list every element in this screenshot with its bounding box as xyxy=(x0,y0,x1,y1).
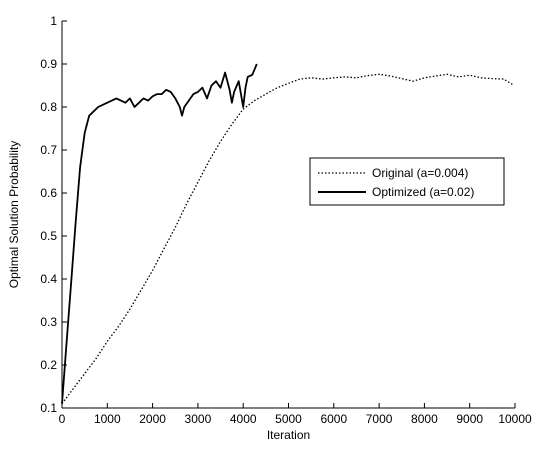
legend: Original (a=0.004) Optimized (a=0.02) xyxy=(309,157,505,206)
x-tick-label: 1000 xyxy=(94,412,121,426)
x-tick-label: 8000 xyxy=(411,412,438,426)
plot-area xyxy=(61,21,515,409)
y-axis-ticks: 0.1 0.2 0.3 0.4 0.5 0.6 0.7 0.8 0.9 1 xyxy=(40,14,67,415)
y-tick-label: 0.8 xyxy=(40,100,57,114)
y-axis-title: Optimal Solution Probability xyxy=(7,141,21,288)
y-tick-label: 0.2 xyxy=(40,358,57,372)
y-tick-label: 0.7 xyxy=(40,143,57,157)
y-tick-label: 0.4 xyxy=(40,272,57,286)
series-line-original xyxy=(61,73,514,405)
y-tick-label: 1 xyxy=(50,14,57,28)
series-line-optimized xyxy=(61,63,258,404)
legend-box xyxy=(309,157,505,206)
legend-label-original: Original (a=0.004) xyxy=(372,166,468,180)
x-tick-label: 10000 xyxy=(498,412,532,426)
x-tick-label: 4000 xyxy=(230,412,257,426)
y-tick-label: 0.6 xyxy=(40,186,57,200)
y-tick-label: 0.5 xyxy=(40,229,57,243)
x-tick-label: 7000 xyxy=(366,412,393,426)
y-tick-label: 0.3 xyxy=(40,315,57,329)
x-tick-label: 3000 xyxy=(185,412,212,426)
x-axis-ticks: 0 1000 2000 3000 4000 5000 6000 7000 8000 9000 100… xyxy=(59,403,532,426)
series-layer xyxy=(61,63,514,405)
legend-label-optimized: Optimized (a=0.02) xyxy=(372,185,474,199)
x-axis-title: Iteration xyxy=(267,428,310,442)
x-tick-label: 2000 xyxy=(139,412,166,426)
y-tick-label: 0.9 xyxy=(40,57,57,71)
x-tick-label: 0 xyxy=(59,412,66,426)
y-tick-label: 0.1 xyxy=(40,401,57,415)
x-tick-label: 5000 xyxy=(275,412,302,426)
x-tick-label: 9000 xyxy=(456,412,483,426)
x-tick-label: 6000 xyxy=(320,412,347,426)
